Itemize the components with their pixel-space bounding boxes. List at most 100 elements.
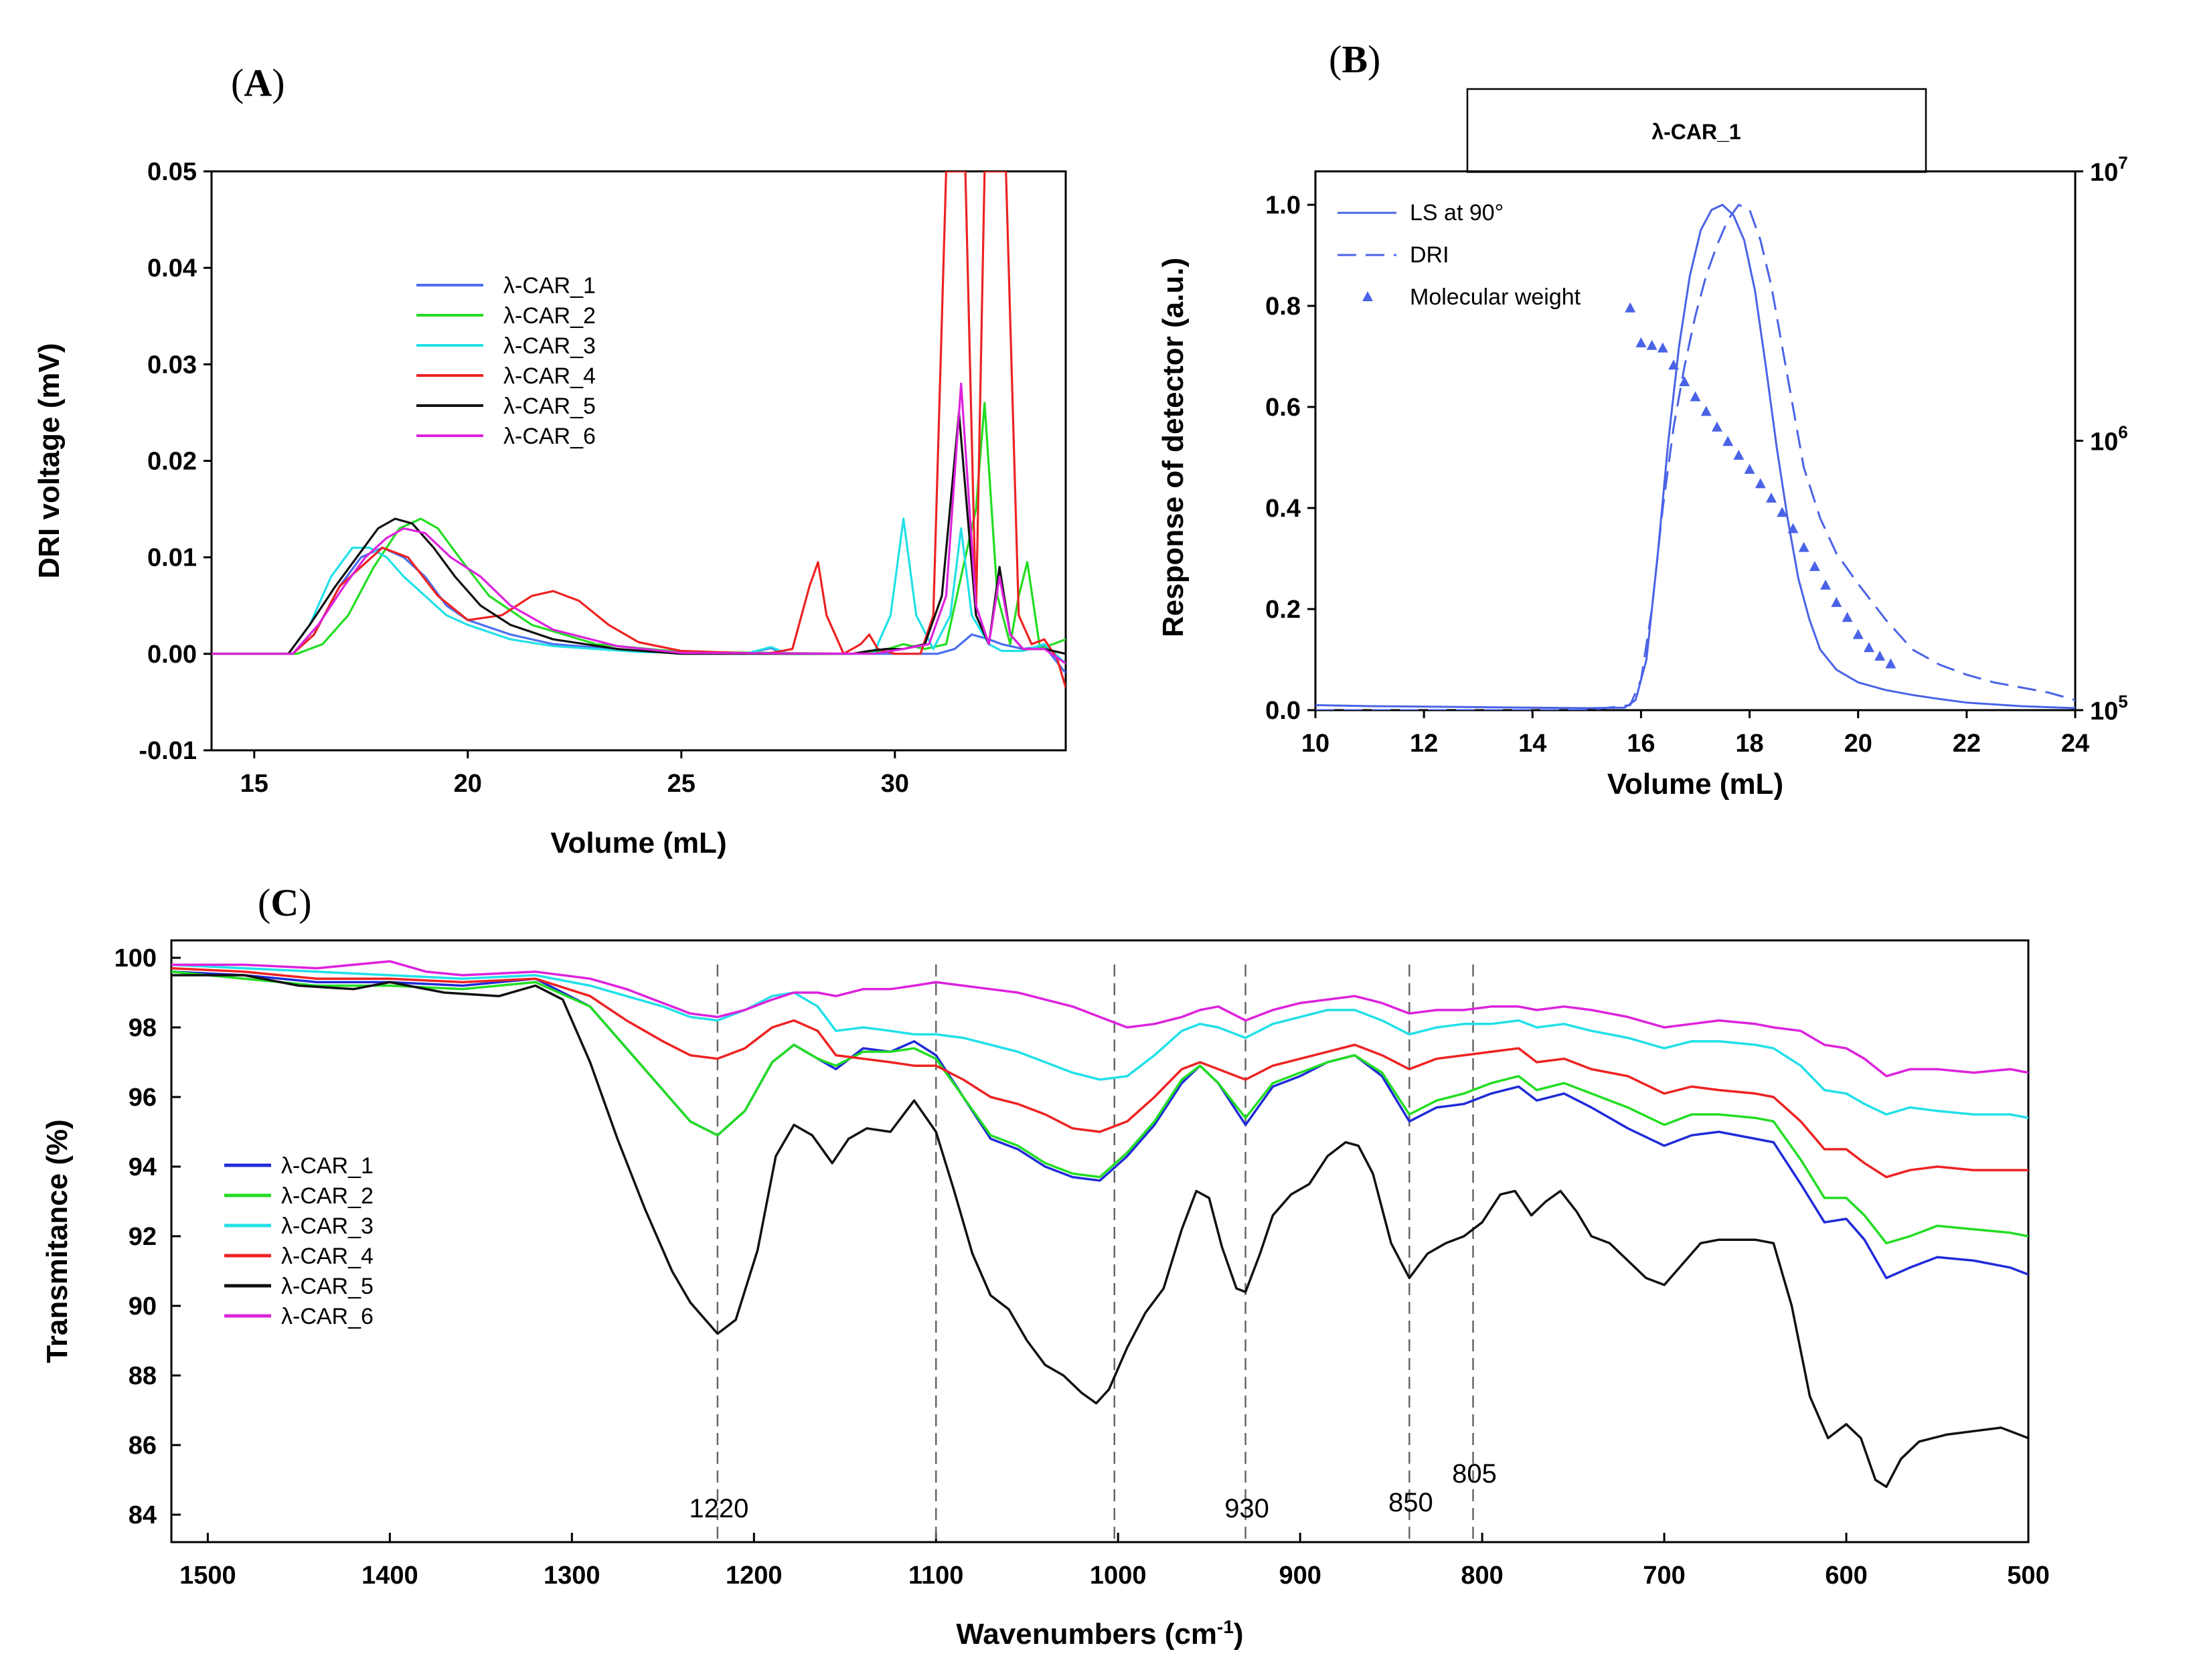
legend-label: λ-CAR_3 [281, 1213, 374, 1239]
y-tick-label: 98 [129, 1014, 157, 1042]
mw-point [1657, 342, 1668, 353]
y-axis-title: Response of detector (a.u.) [1157, 258, 1190, 637]
legend-label: λ-CAR_2 [281, 1183, 374, 1209]
x-tick-label: 600 [1825, 1562, 1867, 1590]
chart-title: λ-CAR_1 [1651, 120, 1741, 144]
mw-point [1646, 339, 1657, 350]
x-tick-label: 16 [1627, 730, 1655, 758]
legend-label: λ-CAR_3 [503, 333, 596, 359]
x-tick-label: 30 [881, 770, 909, 798]
y-tick-label: 0.4 [1265, 495, 1301, 523]
y2-tick-exp: 7 [2118, 153, 2127, 173]
x-tick-label: 500 [2007, 1562, 2049, 1590]
x-axis-title: Volume (mL) [1607, 768, 1783, 801]
panel-label-a: (A) [231, 61, 285, 104]
chart-a: -0.01 0.00 0.01 0.02 0.03 0.04 0.05 15 20 25 30 Vol… [33, 158, 1067, 859]
x-tick-label: 1500 [179, 1562, 236, 1590]
mw-point [1733, 449, 1745, 460]
legend-label: λ-CAR_4 [281, 1244, 374, 1269]
mw-point [1766, 492, 1777, 503]
x-tick-label: 900 [1279, 1562, 1321, 1590]
legend-label: Molecular weight [1410, 284, 1581, 310]
mw-point [1842, 612, 1853, 622]
mw-point [1625, 302, 1636, 313]
y2-tick-exp: 6 [2118, 422, 2127, 442]
series-group-a [212, 171, 1066, 688]
y2-tick-base: 10 [2090, 428, 2118, 456]
y2-tick-label: 107 [2090, 153, 2128, 187]
series-line [171, 963, 2028, 1119]
plot-frame-c [170, 939, 2030, 1543]
panel-label-c: (C) [258, 881, 312, 924]
x-tick-label: 1000 [1090, 1562, 1147, 1590]
y-tick-label: 90 [129, 1292, 157, 1321]
y-tick-label: 0.6 [1265, 394, 1301, 422]
x-tick-label: 10 [1301, 730, 1329, 758]
y-tick-label: 0.2 [1265, 596, 1301, 624]
x-tick-label: 20 [454, 770, 482, 798]
mw-point [1690, 391, 1701, 402]
y-axis-title: DRI voltage (mV) [33, 343, 66, 578]
series-line [212, 382, 1066, 665]
mw-point [1700, 406, 1712, 416]
y2-tick-base: 10 [2090, 697, 2118, 726]
y-tick-label: 86 [129, 1432, 157, 1460]
y-tick-label: 0.03 [147, 351, 197, 379]
mw-point [1831, 596, 1842, 607]
mw-point [1635, 337, 1647, 347]
mw-point [1863, 642, 1874, 653]
series-line [212, 171, 1066, 688]
legend-marker [1362, 291, 1373, 301]
series-line [171, 967, 2028, 1179]
series-group-c [171, 960, 2028, 1489]
x-tick-label: 22 [1953, 730, 1981, 758]
legend-label: LS at 90° [1410, 200, 1504, 226]
y-tick-label: 1.0 [1265, 191, 1301, 220]
x-tick-label: 700 [1643, 1562, 1685, 1590]
mw-point [1722, 436, 1734, 446]
mw-point [1787, 523, 1799, 533]
mw-point [1885, 658, 1896, 669]
x-tick-label: 1300 [544, 1562, 600, 1590]
mw-point [1755, 478, 1766, 489]
y2-tick-base: 10 [2090, 159, 2118, 187]
legend-label: λ-CAR_6 [503, 424, 596, 449]
x-tick-label: 1200 [726, 1562, 783, 1590]
reference-label: 805 [1452, 1459, 1497, 1489]
legend-label: λ-CAR_1 [281, 1153, 374, 1179]
mw-point [1820, 579, 1832, 590]
x-tick-label: 25 [667, 770, 696, 798]
series-line [171, 960, 2028, 1078]
y-tick-label: 0.04 [147, 254, 197, 282]
y-tick-label: 0.02 [147, 448, 197, 476]
legend-label: DRI [1410, 242, 1449, 268]
x-tick-label: 800 [1461, 1562, 1503, 1590]
title-box [1466, 88, 1927, 173]
legend-label: λ-CAR_5 [503, 394, 596, 419]
y-tick-label: 92 [129, 1223, 157, 1251]
series-line [171, 974, 2028, 1489]
x-axis-title: Volume (mL) [550, 827, 726, 859]
y-tick-label: 0.05 [147, 158, 197, 186]
x-axis-title-sup: -1 [1217, 1616, 1234, 1637]
y2-tick-label: 106 [2090, 422, 2128, 456]
mw-point [1874, 651, 1886, 661]
x-tick-label: 1100 [908, 1562, 963, 1590]
y-tick-label: 0.00 [147, 641, 197, 669]
y-tick-label: 0.0 [1265, 697, 1301, 725]
x-axis-title: Wavenumbers (cm-1) [956, 1616, 1243, 1651]
series-line [171, 971, 2028, 1245]
x-tick-label: 15 [240, 770, 268, 798]
y-tick-label: 0.8 [1265, 292, 1301, 321]
x-axis-title-end: ) [1234, 1618, 1244, 1651]
y2-tick-label: 105 [2090, 691, 2128, 726]
y-tick-label: 94 [129, 1153, 157, 1181]
y-tick-label: 0.01 [147, 544, 197, 572]
mw-point [1852, 628, 1864, 639]
mw-point [1679, 375, 1690, 386]
y2-tick-exp: 5 [2118, 691, 2127, 711]
x-tick-label: 14 [1518, 730, 1546, 758]
panel-label-b: (B) [1329, 37, 1380, 81]
reference-label: 850 [1388, 1488, 1433, 1517]
